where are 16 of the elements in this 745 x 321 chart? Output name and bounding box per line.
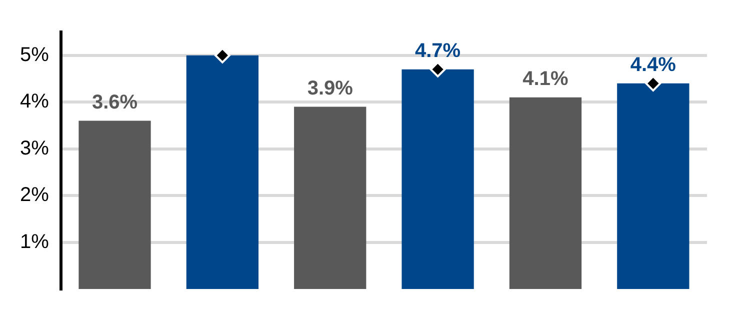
bar [509, 97, 582, 289]
y-tick-label: 4% [20, 90, 50, 113]
bar [617, 83, 690, 289]
bar [294, 106, 366, 289]
y-tick-label: 3% [20, 137, 50, 160]
y-tick-label: 2% [20, 184, 50, 206]
y-tick-label: 1% [20, 230, 50, 253]
y-tick-label: 5% [20, 44, 50, 66]
data-label: 3.6% [92, 91, 138, 114]
bar [402, 69, 474, 289]
bar [78, 120, 151, 289]
bar [186, 55, 259, 289]
data-label: 4.7% [414, 40, 461, 62]
data-label: 4.4% [630, 54, 676, 76]
data-label: 3.9% [307, 77, 354, 100]
data-label: 4.1% [522, 68, 568, 90]
